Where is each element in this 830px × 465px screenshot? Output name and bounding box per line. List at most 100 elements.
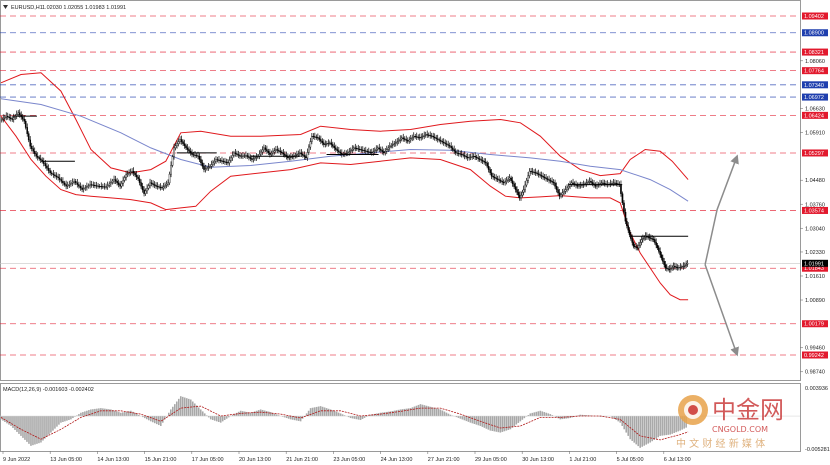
macd-signal-line — [0, 405, 689, 441]
price-candle — [671, 267, 673, 269]
price-candle — [222, 161, 225, 163]
price-candle — [504, 181, 506, 184]
x-tick-label: 15 Jun 21:00 — [145, 457, 177, 463]
price-candle — [254, 157, 256, 159]
price-candle — [125, 174, 127, 178]
price-candle — [537, 173, 540, 175]
price-candle — [471, 156, 473, 158]
price-candle — [382, 151, 385, 154]
price-candle — [525, 180, 528, 186]
price-candle — [686, 263, 689, 265]
y-tick-label: 0.98740 — [805, 370, 825, 376]
price-candle — [560, 194, 562, 197]
price-candle — [465, 156, 467, 158]
price-candle — [463, 155, 466, 157]
price-candle — [308, 146, 310, 153]
price-candle — [252, 158, 255, 160]
price-candle — [35, 153, 38, 157]
horizontal-levels — [0, 15, 800, 356]
price-candle — [126, 173, 129, 175]
price-candle — [566, 187, 568, 190]
price-candle — [628, 229, 631, 235]
price-candle — [429, 135, 432, 137]
x-tick-label: 1 Jul 21:00 — [569, 457, 596, 463]
price-candle — [150, 182, 153, 184]
price-candle — [144, 190, 147, 194]
price-candle — [161, 187, 163, 189]
price-candle — [290, 156, 292, 158]
price-candle — [370, 152, 373, 154]
level-tag — [802, 264, 828, 272]
price-candle — [659, 251, 661, 255]
level-label: 1.06424 — [804, 113, 824, 119]
price-candle — [406, 140, 409, 142]
price-candle — [266, 149, 268, 152]
price-candle — [524, 184, 526, 190]
price-candle — [237, 154, 240, 156]
price-candle — [578, 185, 580, 187]
price-candle — [418, 137, 421, 139]
price-candle — [260, 151, 262, 155]
price-candle — [275, 149, 277, 151]
price-candle — [572, 182, 574, 184]
price-candle — [499, 180, 502, 182]
price-candle — [378, 147, 381, 150]
price-candle — [490, 172, 493, 177]
price-candle — [149, 182, 151, 186]
price-candle — [203, 166, 205, 170]
level-tag — [802, 206, 828, 214]
price-candle — [195, 155, 198, 157]
price-candle — [92, 184, 95, 186]
price-candle — [385, 149, 388, 152]
y-tick-label: 1.06630 — [805, 106, 825, 112]
price-candle — [475, 156, 478, 159]
price-candle — [345, 153, 348, 155]
y-tick-label: 1.05910 — [805, 131, 825, 137]
price-candle — [551, 181, 553, 183]
price-candle — [596, 185, 598, 187]
price-candle — [493, 176, 496, 179]
level-tag — [802, 93, 828, 101]
price-candle — [65, 184, 67, 187]
price-candle — [351, 148, 354, 151]
price-candle — [87, 185, 90, 187]
price-candle — [563, 191, 565, 194]
price-candle — [236, 153, 238, 155]
level-label: 1.08321 — [804, 50, 824, 56]
price-candle — [642, 238, 644, 240]
price-candle — [228, 160, 231, 164]
price-candle — [501, 181, 503, 183]
price-candle — [297, 153, 300, 155]
price-candle — [666, 267, 668, 269]
price-candle — [447, 144, 449, 146]
x-tick-label: 5 Jul 05:00 — [617, 457, 644, 463]
level-label: 1.08900 — [804, 31, 824, 37]
price-candle — [466, 156, 469, 159]
cngold-logo-core-icon — [688, 405, 698, 415]
price-candle — [27, 133, 30, 141]
price-candle — [555, 186, 558, 190]
price-candle — [357, 148, 360, 150]
price-candle — [76, 182, 79, 185]
watermark-slogan: 中 文 财 经 新 媒 体 — [676, 437, 765, 450]
price-candle — [667, 268, 669, 270]
price-candle — [329, 142, 331, 144]
price-candle — [379, 148, 382, 151]
x-tick-label: 27 Jun 21:00 — [428, 457, 460, 463]
price-candle — [287, 156, 289, 159]
price-candle — [430, 135, 433, 137]
price-candle — [439, 140, 442, 142]
price-candle — [511, 180, 514, 184]
price-candle — [585, 182, 588, 184]
price-candle — [299, 152, 301, 154]
price-candle — [185, 145, 187, 149]
price-candle — [484, 161, 487, 164]
price-candle — [81, 187, 83, 190]
price-candle — [62, 181, 64, 184]
price-candle — [36, 156, 39, 158]
price-candle — [396, 141, 399, 144]
price-candle — [215, 159, 217, 162]
level-tag — [802, 351, 828, 359]
